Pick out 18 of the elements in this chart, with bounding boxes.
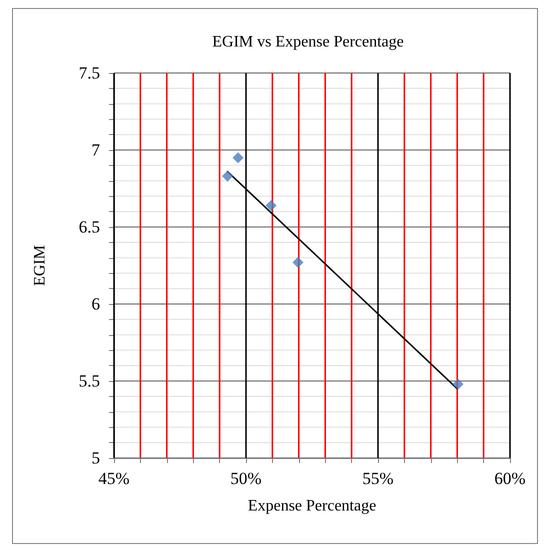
point xyxy=(452,378,464,390)
y-tick-label: 7 xyxy=(92,140,100,160)
x-tick-label: 45% xyxy=(98,469,130,488)
y-tick-label: 5.5 xyxy=(78,372,100,390)
x-tick-label: 50% xyxy=(230,469,262,488)
point xyxy=(222,170,234,182)
y-axis-title: EGIM xyxy=(32,245,48,286)
y-tick-label: 7.5 xyxy=(78,64,100,82)
y-tick-label: 6.5 xyxy=(78,218,100,236)
point xyxy=(292,256,304,268)
y-tick-label: 6 xyxy=(92,294,100,314)
x-tick-label: 60% xyxy=(494,469,526,488)
y-tick-label: 5 xyxy=(92,448,100,468)
point xyxy=(232,152,244,164)
chart-title: EGIM vs Expense Percentage xyxy=(212,34,404,50)
x-tick-label: 55% xyxy=(362,469,394,488)
point xyxy=(266,200,277,211)
x-axis-title: Expense Percentage xyxy=(248,498,376,514)
